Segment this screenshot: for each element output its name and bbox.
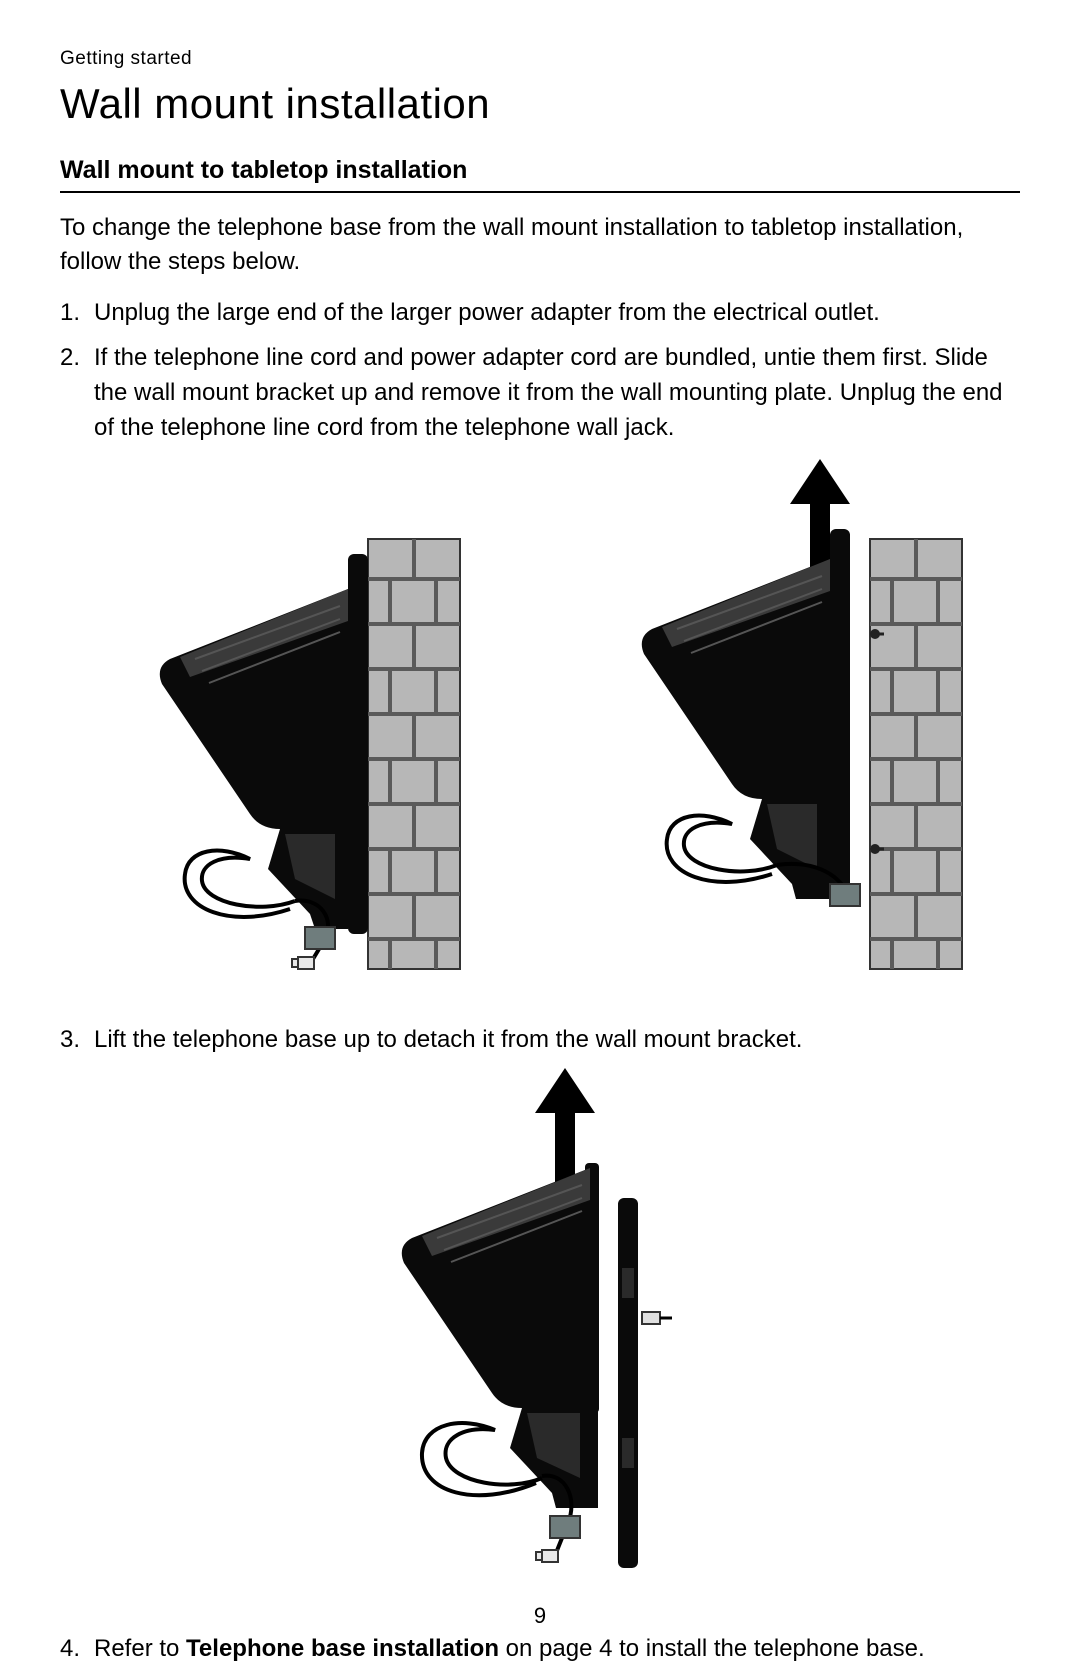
subsection-title: Wall mount to tabletop installation [60, 156, 1020, 193]
figure-bracket-lift [570, 459, 970, 999]
steps-list: Unplug the large end of the larger power… [60, 296, 1020, 445]
step-2: If the telephone line cord and power ada… [60, 341, 1020, 445]
page-title: Wall mount installation [60, 80, 1020, 128]
step-1: Unplug the large end of the larger power… [60, 296, 1020, 331]
step-4-pre: Refer to [94, 1635, 186, 1662]
step-4-post: on page 4 to install the telephone base. [499, 1635, 925, 1662]
page-number: 9 [0, 1603, 1080, 1629]
steps-list-2: Lift the telephone base up to detach it … [60, 1023, 1020, 1058]
figure-phone-lift [360, 1068, 720, 1608]
step-3: Lift the telephone base up to detach it … [60, 1023, 1020, 1058]
figure-row-2 [60, 1068, 1020, 1608]
figure-phone-on-wall [110, 509, 470, 999]
section-label: Getting started [60, 48, 1020, 70]
step-4-bold: Telephone base installation [186, 1635, 499, 1662]
figure-row-1 [60, 459, 1020, 999]
intro-text: To change the telephone base from the wa… [60, 211, 1020, 278]
step-4: Refer to Telephone base installation on … [60, 1632, 1020, 1667]
steps-list-3: Refer to Telephone base installation on … [60, 1632, 1020, 1667]
